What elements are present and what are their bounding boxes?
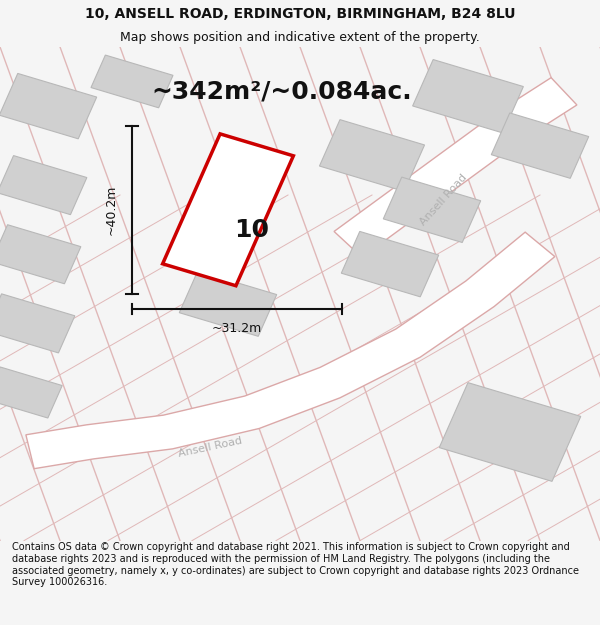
Polygon shape xyxy=(383,177,481,242)
Polygon shape xyxy=(334,78,577,258)
Polygon shape xyxy=(319,119,425,191)
Text: Ansell Road: Ansell Road xyxy=(177,435,243,459)
Polygon shape xyxy=(491,113,589,178)
Polygon shape xyxy=(413,59,523,133)
Polygon shape xyxy=(0,294,75,353)
Polygon shape xyxy=(0,73,97,139)
Text: 10, ANSELL ROAD, ERDINGTON, BIRMINGHAM, B24 8LU: 10, ANSELL ROAD, ERDINGTON, BIRMINGHAM, … xyxy=(85,7,515,21)
Polygon shape xyxy=(0,225,81,284)
Text: ~31.2m: ~31.2m xyxy=(212,322,262,335)
Polygon shape xyxy=(26,232,555,469)
Polygon shape xyxy=(163,134,293,286)
Text: ~40.2m: ~40.2m xyxy=(104,184,118,235)
Polygon shape xyxy=(341,231,439,297)
Text: 10: 10 xyxy=(235,217,269,241)
Text: Contains OS data © Crown copyright and database right 2021. This information is : Contains OS data © Crown copyright and d… xyxy=(12,542,579,587)
Polygon shape xyxy=(91,55,173,108)
Polygon shape xyxy=(439,382,581,481)
Text: ~342m²/~0.084ac.: ~342m²/~0.084ac. xyxy=(152,79,412,103)
Text: Ansell Road: Ansell Road xyxy=(418,173,470,228)
Text: Map shows position and indicative extent of the property.: Map shows position and indicative extent… xyxy=(120,31,480,44)
Polygon shape xyxy=(179,271,277,336)
Polygon shape xyxy=(0,367,62,418)
Polygon shape xyxy=(0,156,87,214)
